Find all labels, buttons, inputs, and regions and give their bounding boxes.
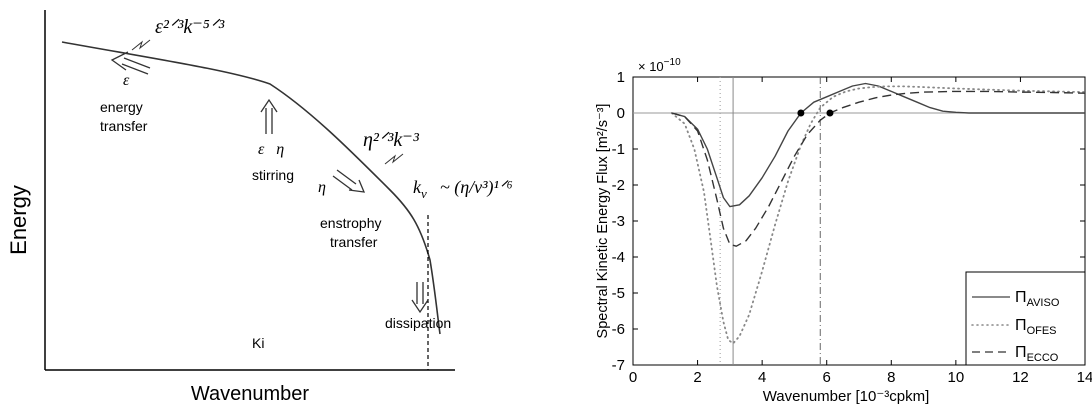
x-tick-label-5: 10	[948, 369, 965, 386]
legend-entry-ecco: ΠECCO	[1015, 344, 1059, 364]
y-tick-label-2: -1	[612, 141, 625, 158]
eta-label: η	[318, 179, 326, 196]
dissipation-label: dissipation	[385, 315, 451, 331]
x-tick-label-2: 4	[758, 369, 766, 386]
x-tick-label-3: 6	[823, 369, 831, 386]
legend-entry-aviso: ΠAVISO	[1015, 289, 1060, 309]
ki-label: Ki	[252, 335, 264, 351]
x-tick-label-7: 14	[1077, 369, 1092, 386]
x-tick-label-0: 0	[629, 369, 637, 386]
y-tick-label-8: -7	[612, 357, 625, 374]
energy-transfer-label-2: transfer	[100, 118, 148, 134]
y-tick-label-5: -4	[612, 249, 625, 266]
y-tick-label-1: 0	[617, 105, 625, 122]
legend-entry-ofes: ΠOFES	[1015, 317, 1057, 337]
dissipation-arrow	[411, 282, 429, 314]
stirring-arrow	[260, 98, 278, 134]
x-tick-label-6: 12	[1012, 369, 1029, 386]
y-tick-label-3: -2	[612, 177, 625, 194]
y-tick-label-4: -3	[612, 213, 625, 230]
k53-leader	[131, 39, 151, 51]
series-line-ofes	[670, 85, 1086, 345]
wavenumber-axis-label: Wavenumber	[191, 383, 310, 405]
enstrophy-transfer-label-2: transfer	[330, 234, 378, 250]
k-nu-label: kν	[413, 177, 427, 201]
y-tick-label-6: -5	[612, 285, 625, 302]
y-tick-label-7: -6	[612, 321, 625, 338]
y-tick-label-0: 1	[617, 69, 625, 86]
schematic-panel: Energy Wavenumber ε²ᐟ³k⁻⁵ᐟ³ ε energy tra…	[6, 10, 513, 405]
series-line-ecco	[671, 90, 1086, 247]
enstrophy-transfer-arrow	[332, 169, 366, 193]
flux-legend: ΠAVISO ΠOFES ΠECCO	[965, 271, 1086, 366]
series-line-aviso	[671, 82, 1085, 208]
k-nu-formula: ~ (η/ν³)¹ᐟ⁶	[440, 177, 513, 198]
energy-transfer-label-1: energy	[100, 99, 143, 115]
energy-transfer-arrow	[110, 51, 151, 75]
epsilon-label: ε	[123, 72, 130, 89]
energy-spectrum-curve	[61, 41, 441, 335]
flux-series	[670, 82, 1086, 345]
flux-y-axis-label: Spectral Kinetic Energy Flux [m²/s⁻³]	[595, 104, 611, 339]
zero-crossing-point-1	[826, 109, 834, 117]
zero-crossing-point-0	[797, 109, 805, 117]
epsilon-eta-label: ε η	[258, 141, 284, 158]
x-tick-label-4: 8	[887, 369, 895, 386]
energy-axis-label: Energy	[6, 185, 31, 255]
k3-scaling-label: η²ᐟ³k⁻³	[363, 129, 420, 151]
x-tick-label-1: 2	[693, 369, 701, 386]
flux-x-axis-label: Wavenumber [10⁻³cpkm]	[763, 388, 930, 405]
flux-zero-crossings	[797, 109, 834, 117]
flux-multiplier: × 10−10	[638, 57, 681, 74]
enstrophy-transfer-label-1: enstrophy	[320, 215, 381, 231]
legend-box	[965, 271, 1086, 366]
stirring-label: stirring	[252, 167, 294, 183]
k53-scaling-label: ε²ᐟ³k⁻⁵ᐟ³	[155, 16, 225, 38]
k3-leader	[384, 153, 404, 165]
